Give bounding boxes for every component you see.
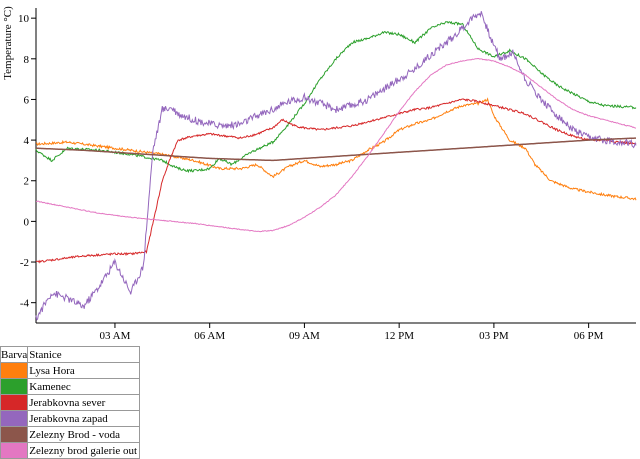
legend-header-station: Stanice [27, 346, 141, 363]
legend-header-row: Barva Stanice [0, 346, 141, 363]
y-tick-label: -4 [20, 298, 30, 310]
legend-station-name: Jerabkovna zapad [27, 410, 141, 427]
legend-row: Zelezny brod galerie out [0, 442, 141, 459]
legend-row: Kamenec [0, 378, 141, 395]
legend-row: Jerabkovna zapad [0, 410, 141, 427]
y-tick-label: 6 [24, 94, 30, 106]
legend-swatch [0, 394, 29, 411]
legend-station-name: Zelezny brod galerie out [27, 442, 141, 459]
x-tick-label: 06 PM [574, 330, 604, 342]
series-line-zelezny-brod-galerie-out [35, 57, 637, 233]
y-tick-label: -2 [20, 257, 29, 269]
legend-swatch [0, 362, 29, 379]
series-line-jerabkovna-sever [35, 98, 637, 264]
y-tick-label: 8 [24, 54, 30, 66]
plot-area [35, 11, 637, 321]
legend-station-name: Lysa Hora [27, 362, 141, 379]
legend-header-color: Barva [0, 346, 29, 363]
series-line-kamenec [35, 20, 637, 174]
y-tick-label: 4 [24, 135, 30, 147]
legend-table: Barva Stanice Lysa Hora Kamenec Jerabkovna… [0, 346, 141, 459]
x-tick-label: 03 AM [100, 330, 131, 342]
x-tick-label: 03 PM [479, 330, 509, 342]
y-axis-title: Temperature °C) [2, 6, 14, 80]
legend-row: Zelezny Brod - voda [0, 426, 141, 443]
y-tick-label: 2 [24, 176, 30, 188]
x-tick-label: 09 AM [289, 330, 320, 342]
y-axis: -4 -2 0 2 4 6 8 10 [18, 8, 37, 323]
x-axis: 03 AM 06 AM 09 AM 12 PM 03 PM 06 PM [36, 322, 636, 342]
x-tick-label: 06 AM [194, 330, 225, 342]
series-line-jerabkovna-zapad [35, 11, 637, 321]
legend-swatch [0, 378, 29, 395]
legend-row: Jerabkovna sever [0, 394, 141, 411]
legend-station-name: Kamenec [27, 378, 141, 395]
legend-station-name: Jerabkovna sever [27, 394, 141, 411]
series-line-zelezny-brod-voda [35, 137, 636, 162]
legend-swatch [0, 410, 29, 427]
legend-swatch [0, 442, 29, 459]
x-tick-label: 12 PM [384, 330, 414, 342]
temperature-chart: Temperature °C) -4 -2 0 2 4 6 8 10 03 AM 06 AM 09… [2, 6, 637, 342]
legend-row: Lysa Hora [0, 362, 141, 379]
y-tick-label: 10 [18, 13, 30, 25]
y-tick-label: 0 [24, 216, 30, 228]
series-line-lysa-hora [35, 97, 637, 201]
legend-station-name: Zelezny Brod - voda [27, 426, 141, 443]
legend-swatch [0, 426, 29, 443]
